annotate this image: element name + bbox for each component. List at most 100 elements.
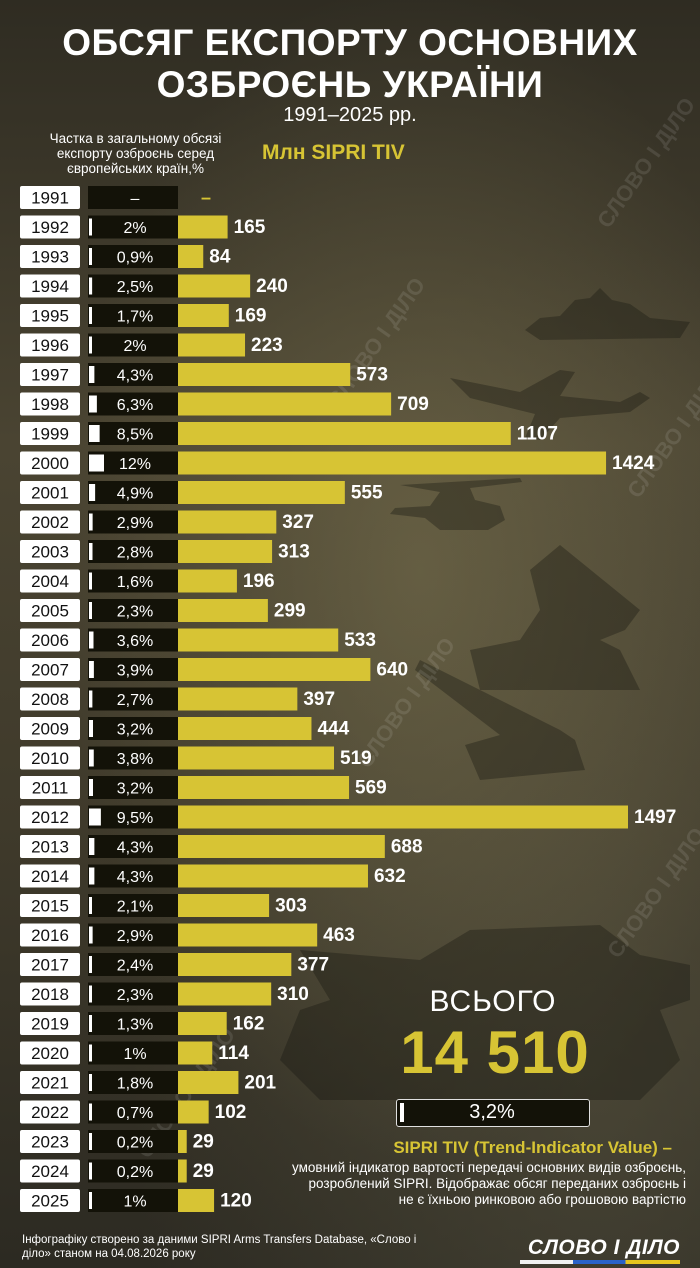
- year-label: 1993: [31, 248, 69, 267]
- total-label: ВСЬОГО: [429, 985, 557, 1018]
- value-label: 1497: [634, 807, 676, 828]
- value-bar: [178, 894, 270, 917]
- share-box: [88, 628, 178, 652]
- share-label: 2,9%: [117, 515, 153, 532]
- share-label: 2,7%: [117, 692, 153, 709]
- value-label: 299: [274, 601, 306, 622]
- year-label: 2005: [31, 602, 69, 621]
- value-label: 709: [397, 394, 429, 415]
- year-box: [20, 982, 80, 1006]
- year-box: [20, 1159, 80, 1183]
- year-box: [20, 599, 80, 622]
- share-box: [88, 451, 178, 475]
- value-label: 313: [278, 542, 310, 563]
- share-indicator: [89, 307, 92, 324]
- share-indicator: [89, 484, 96, 501]
- year-box: [20, 451, 80, 475]
- year-box: [20, 658, 80, 681]
- share-label: 3,6%: [117, 633, 153, 650]
- value-label: 377: [297, 955, 329, 976]
- value-bar: [178, 1071, 239, 1094]
- value-label: 397: [303, 689, 335, 710]
- year-label: 2009: [31, 720, 69, 739]
- share-label: 8,5%: [117, 427, 153, 444]
- share-box: [88, 392, 178, 416]
- share-label: 3,2%: [117, 722, 153, 739]
- total-value: 14 510: [400, 1019, 590, 1086]
- share-indicator: [89, 1192, 92, 1209]
- value-label: 165: [234, 217, 266, 238]
- share-box: [88, 1071, 178, 1094]
- year-label: 2015: [31, 897, 69, 916]
- period-subtitle: 1991–2025 рр.: [283, 104, 417, 126]
- value-bar: [178, 1159, 187, 1183]
- value-label: 310: [277, 984, 309, 1005]
- share-indicator: [89, 543, 93, 560]
- value-label: 1424: [612, 453, 655, 474]
- year-label: 1994: [31, 277, 69, 296]
- value-bar: [178, 628, 339, 652]
- year-label: 1997: [31, 366, 69, 385]
- year-label: 2024: [31, 1162, 69, 1181]
- share-box: [88, 215, 178, 239]
- share-indicator: [89, 218, 92, 236]
- year-box: [20, 1071, 80, 1094]
- share-label: 3,2%: [117, 781, 153, 798]
- year-box: [20, 363, 80, 386]
- share-label: 0,9%: [117, 250, 153, 267]
- share-label: 2,3%: [117, 604, 153, 621]
- share-indicator: [89, 572, 92, 590]
- year-label: 2007: [31, 661, 69, 680]
- share-label: 2,1%: [117, 899, 153, 916]
- value-label: 223: [251, 335, 283, 356]
- value-bar: [178, 215, 228, 239]
- share-indicator: [89, 985, 92, 1003]
- value-label: 120: [220, 1191, 252, 1212]
- share-indicator: [89, 838, 95, 855]
- share-label: –: [131, 191, 140, 208]
- value-bar: [178, 953, 292, 976]
- share-label: 2,5%: [117, 279, 153, 296]
- share-indicator: [89, 1044, 92, 1062]
- value-bar: [178, 1100, 209, 1124]
- share-indicator: [89, 897, 92, 914]
- total-share-box: 3,2%: [396, 1099, 590, 1127]
- year-box: [20, 569, 80, 593]
- year-label: 1991: [31, 189, 69, 208]
- source-footer: Інфографіку створено за даними SIPRI Arm…: [22, 1234, 417, 1260]
- value-bar: [178, 1130, 187, 1153]
- share-label: 2,8%: [117, 545, 153, 562]
- year-box: [20, 540, 80, 563]
- year-box: [20, 628, 80, 652]
- year-box: [20, 304, 80, 327]
- share-box: [88, 687, 178, 711]
- year-box: [20, 923, 80, 947]
- value-bar: [178, 717, 312, 740]
- share-indicator: [89, 779, 93, 796]
- year-box: [20, 274, 80, 298]
- year-box: [20, 215, 80, 239]
- value-label: 29: [193, 1132, 214, 1153]
- value-label: 196: [243, 571, 275, 592]
- year-label: 2002: [31, 513, 69, 532]
- value-label: 640: [376, 660, 408, 681]
- share-indicator: [89, 1103, 92, 1121]
- year-box: [20, 481, 80, 504]
- year-label: 1996: [31, 336, 69, 355]
- year-label: 2003: [31, 543, 69, 562]
- year-label: 2021: [31, 1074, 69, 1093]
- share-box: [88, 333, 178, 357]
- year-label: 2022: [31, 1103, 69, 1122]
- share-label: 2%: [123, 338, 146, 355]
- value-label: 102: [215, 1102, 247, 1123]
- share-box: [88, 805, 178, 829]
- year-label: 1998: [31, 395, 69, 414]
- share-label: 1,6%: [117, 574, 153, 591]
- total-share-value: 3,2%: [469, 1101, 515, 1123]
- year-label: 1999: [31, 425, 69, 444]
- share-indicator: [89, 661, 94, 678]
- year-label: 2019: [31, 1015, 69, 1034]
- value-bar: [178, 481, 345, 504]
- value-bar: [178, 864, 368, 888]
